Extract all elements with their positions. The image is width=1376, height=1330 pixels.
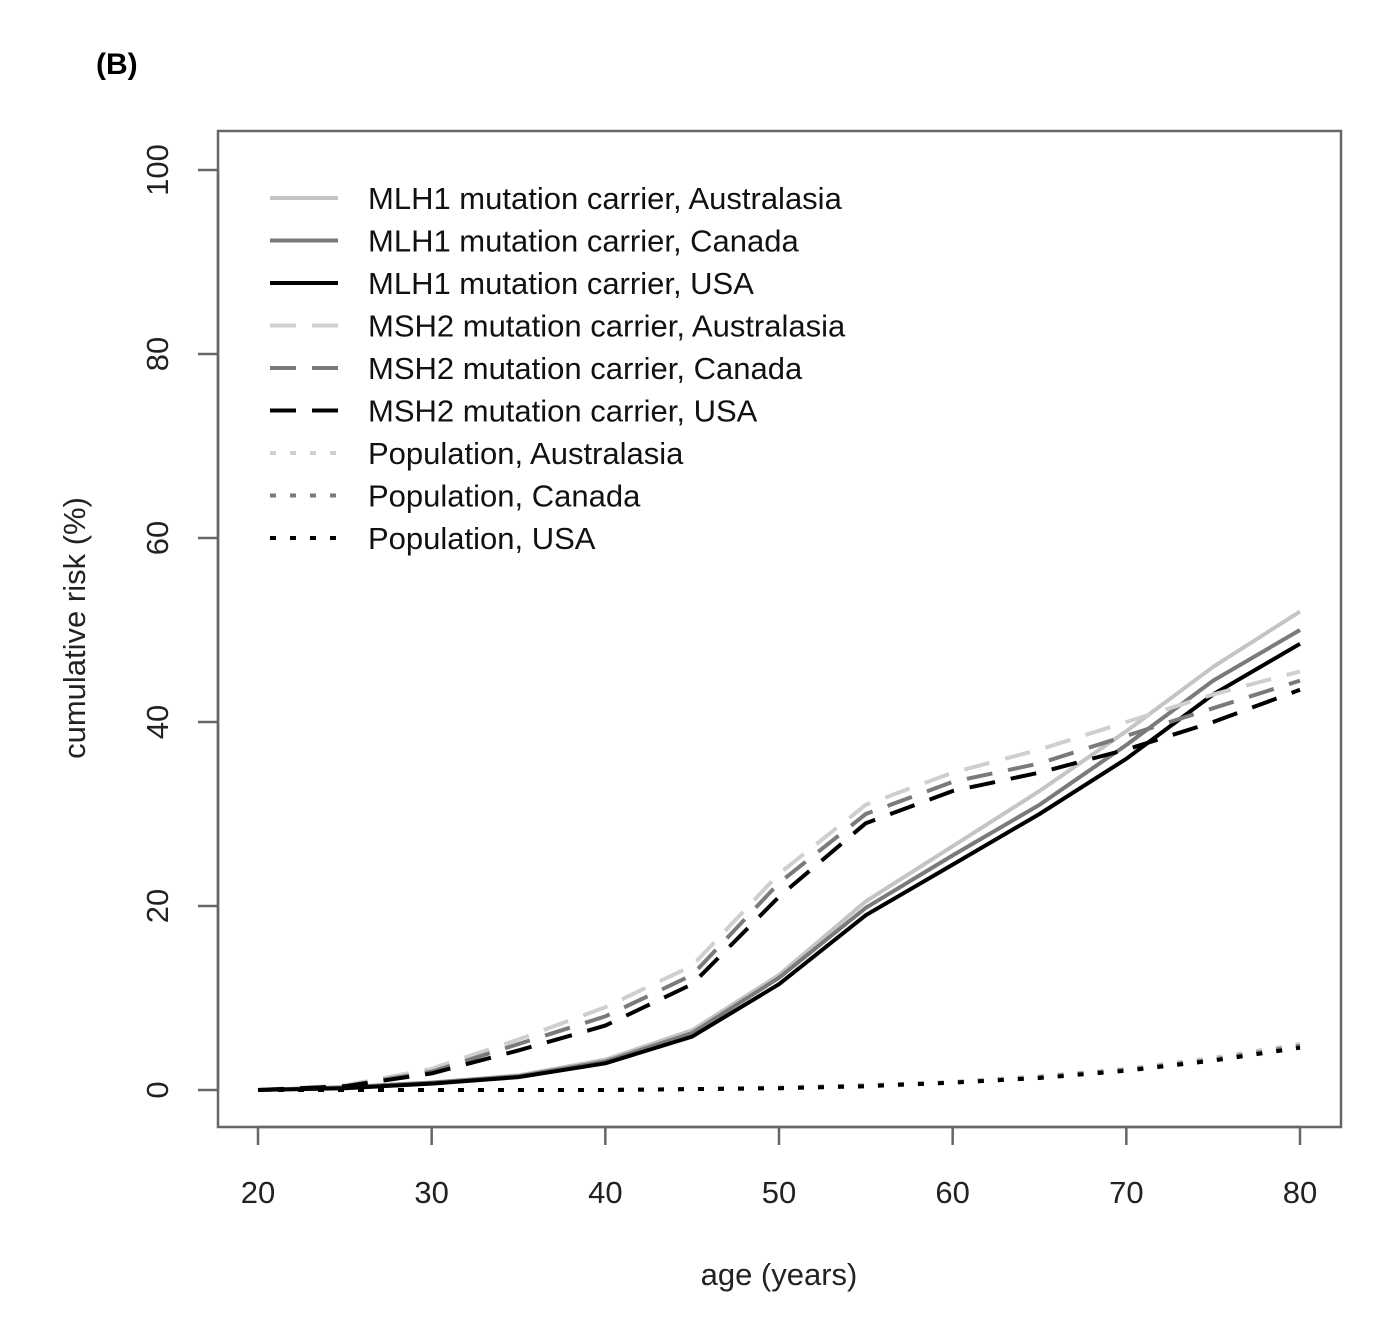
legend-label: MSH2 mutation carrier, USA [368, 394, 758, 429]
legend-label: MSH2 mutation carrier, Australasia [368, 309, 846, 344]
x-tick-label: 50 [762, 1175, 796, 1210]
legend-label: Population, Canada [368, 479, 641, 514]
legend-label: Population, USA [368, 521, 596, 556]
x-tick-label: 20 [241, 1175, 275, 1210]
y-axis: 0 20 40 60 80 100 [140, 144, 220, 1099]
x-tick-label: 70 [1109, 1175, 1143, 1210]
panel-label: (B) [96, 48, 138, 81]
series-line [257, 687, 1301, 1092]
y-tick-label: 80 [140, 337, 175, 371]
series-line [257, 669, 1301, 1092]
legend-label: Population, Australasia [368, 436, 684, 471]
y-tick-label: 40 [140, 705, 175, 739]
y-axis-title: cumulative risk (%) [57, 497, 92, 759]
series-line [257, 609, 1302, 1092]
x-tick-label: 40 [588, 1175, 622, 1210]
y-tick-label: 20 [140, 889, 175, 923]
y-tick-label: 60 [140, 521, 175, 555]
series-line [257, 628, 1302, 1092]
legend: MLH1 mutation carrier, Australasia MLH1 m… [270, 181, 846, 556]
legend-label: MLH1 mutation carrier, Australasia [368, 181, 843, 216]
series-line [258, 1045, 1301, 1092]
x-axis-title: age (years) [701, 1257, 858, 1292]
y-tick-label: 0 [140, 1081, 175, 1098]
x-tick-label: 30 [414, 1175, 448, 1210]
series-lines [257, 609, 1302, 1092]
series-line [257, 642, 1302, 1092]
x-tick-label: 80 [1283, 1175, 1317, 1210]
x-axis: 20 30 40 50 60 70 80 [241, 1125, 1317, 1210]
legend-label: MLH1 mutation carrier, Canada [368, 224, 800, 259]
y-tick-label: 100 [140, 144, 175, 196]
legend-label: MLH1 mutation carrier, USA [368, 266, 754, 301]
x-tick-label: 60 [935, 1175, 969, 1210]
legend-label: MSH2 mutation carrier, Canada [368, 351, 803, 386]
